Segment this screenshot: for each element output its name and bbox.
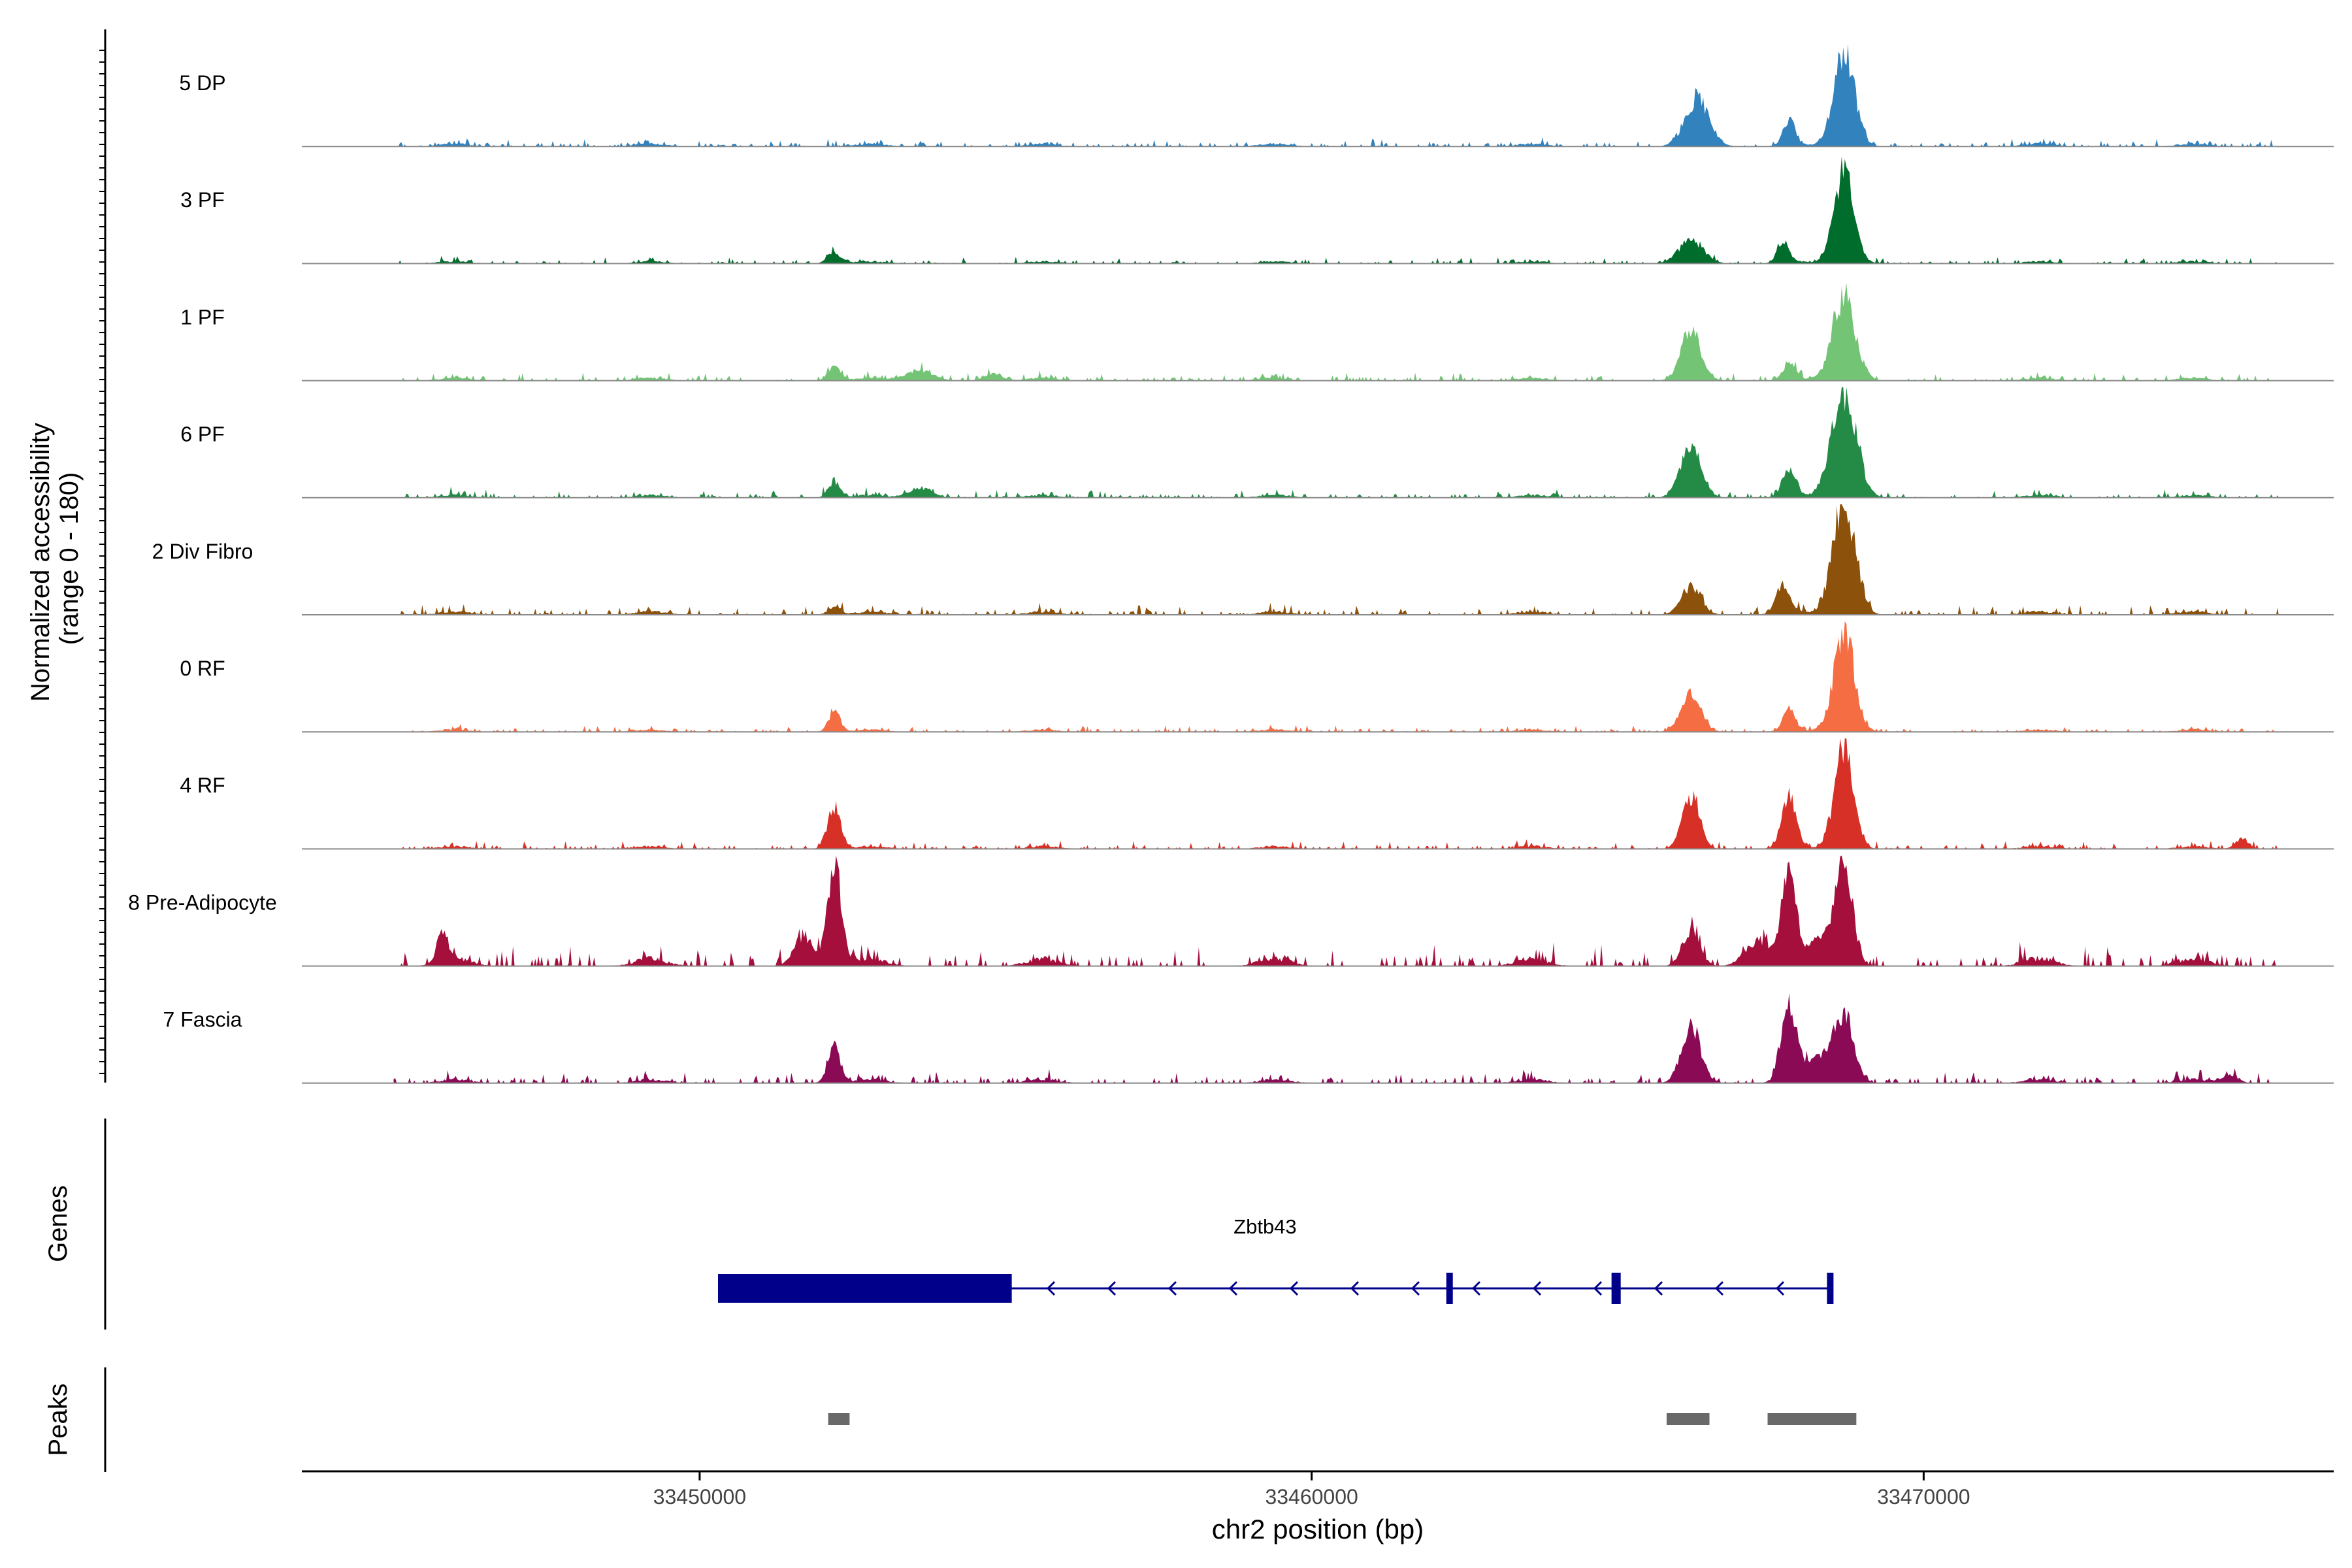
strand-arrow	[1654, 1281, 1663, 1296]
coverage-track: 7 Fascia	[163, 992, 2334, 1084]
gene-name-label: Zbtb43	[1233, 1215, 1297, 1238]
genes-panel: Genes Zbtb43	[44, 1119, 1834, 1330]
coverage-panel: Normalized accessibility (range 0 - 180)…	[26, 29, 2334, 1084]
coverage-area	[393, 43, 2279, 147]
track-label: 8 Pre-Adipocyte	[128, 890, 277, 914]
strand-arrow	[1168, 1281, 1177, 1296]
coverage-y-axis-ticks	[99, 50, 105, 1074]
coverage-track: 2 Div Fibro	[152, 504, 2334, 615]
track-label: 3 PF	[180, 188, 225, 212]
strand-arrow	[1228, 1281, 1238, 1296]
gene-model: Zbtb43	[717, 1215, 1834, 1304]
x-axis-tick-label: 33470000	[1877, 1485, 1970, 1509]
gene-exon	[717, 1274, 1012, 1303]
peak-regions	[828, 1413, 1857, 1425]
x-axis-tick-label: 33450000	[653, 1485, 746, 1509]
coverage-area	[393, 855, 2279, 966]
x-axis-tick-label: 33460000	[1265, 1485, 1358, 1509]
coverage-track: 6 PF	[180, 387, 2334, 498]
strand-arrow	[1046, 1281, 1056, 1296]
track-label: 6 PF	[180, 423, 225, 446]
track-label: 0 RF	[180, 657, 225, 680]
strand-arrow	[1350, 1281, 1360, 1296]
coverage-track: 0 RF	[180, 621, 2334, 733]
peaks-panel: Peaks	[44, 1367, 1857, 1472]
coverage-y-axis-title-line2: (range 0 - 180)	[55, 472, 84, 645]
coverage-track: 5 DP	[179, 43, 2334, 148]
gene-exon	[1446, 1273, 1453, 1304]
strand-arrow	[1107, 1281, 1117, 1296]
peak-region	[1767, 1413, 1857, 1425]
x-axis: 33450000 33460000 33470000 chr2 position (…	[302, 1470, 2334, 1544]
coverage-track: 4 RF	[180, 738, 2334, 850]
strand-arrow	[1775, 1281, 1785, 1296]
track-label: 7 Fascia	[163, 1008, 242, 1032]
coverage-tracks: 5 DP 3 PF 1 PF 6 PF 2 Div Fibro 0 RF 4 RF 8 Pre…	[128, 43, 2334, 1084]
x-axis-title: chr2 position (bp)	[1212, 1514, 1424, 1544]
coverage-track: 8 Pre-Adipocyte	[128, 855, 2334, 967]
peak-region	[1666, 1413, 1710, 1425]
coverage-area	[393, 992, 2279, 1083]
track-label: 5 DP	[179, 71, 225, 95]
coverage-area	[393, 387, 2279, 498]
track-label: 1 PF	[180, 305, 225, 329]
x-axis-ticks: 33450000 33460000 33470000	[653, 1471, 1970, 1509]
track-label: 2 Div Fibro	[152, 540, 253, 563]
coverage-track: 1 PF	[180, 282, 2334, 382]
strand-arrow	[1411, 1281, 1420, 1296]
coverage-area	[393, 738, 2279, 849]
peaks-y-axis-title: Peaks	[44, 1383, 73, 1456]
strand-arrow	[1714, 1281, 1724, 1296]
genes-y-axis-title: Genes	[44, 1185, 73, 1262]
coverage-y-axis-title-line1: Normalized accessibility	[26, 423, 55, 702]
strand-arrow	[1471, 1281, 1481, 1296]
coverage-area	[393, 621, 2279, 732]
strand-arrow	[1289, 1281, 1299, 1296]
gene-exon	[1827, 1273, 1834, 1304]
coverage-y-axis-title: Normalized accessibility (range 0 - 180)	[26, 416, 84, 702]
coverage-area	[393, 282, 2279, 381]
strand-arrow	[1532, 1281, 1542, 1296]
track-label: 4 RF	[180, 774, 225, 797]
gene-exon	[1611, 1273, 1621, 1304]
coverage-area	[393, 504, 2279, 615]
strand-arrow	[1593, 1281, 1603, 1296]
coverage-track: 3 PF	[180, 156, 2334, 265]
gene-annotations: Zbtb43	[717, 1215, 1834, 1304]
coverage-area	[393, 156, 2279, 264]
peak-region	[828, 1413, 850, 1425]
